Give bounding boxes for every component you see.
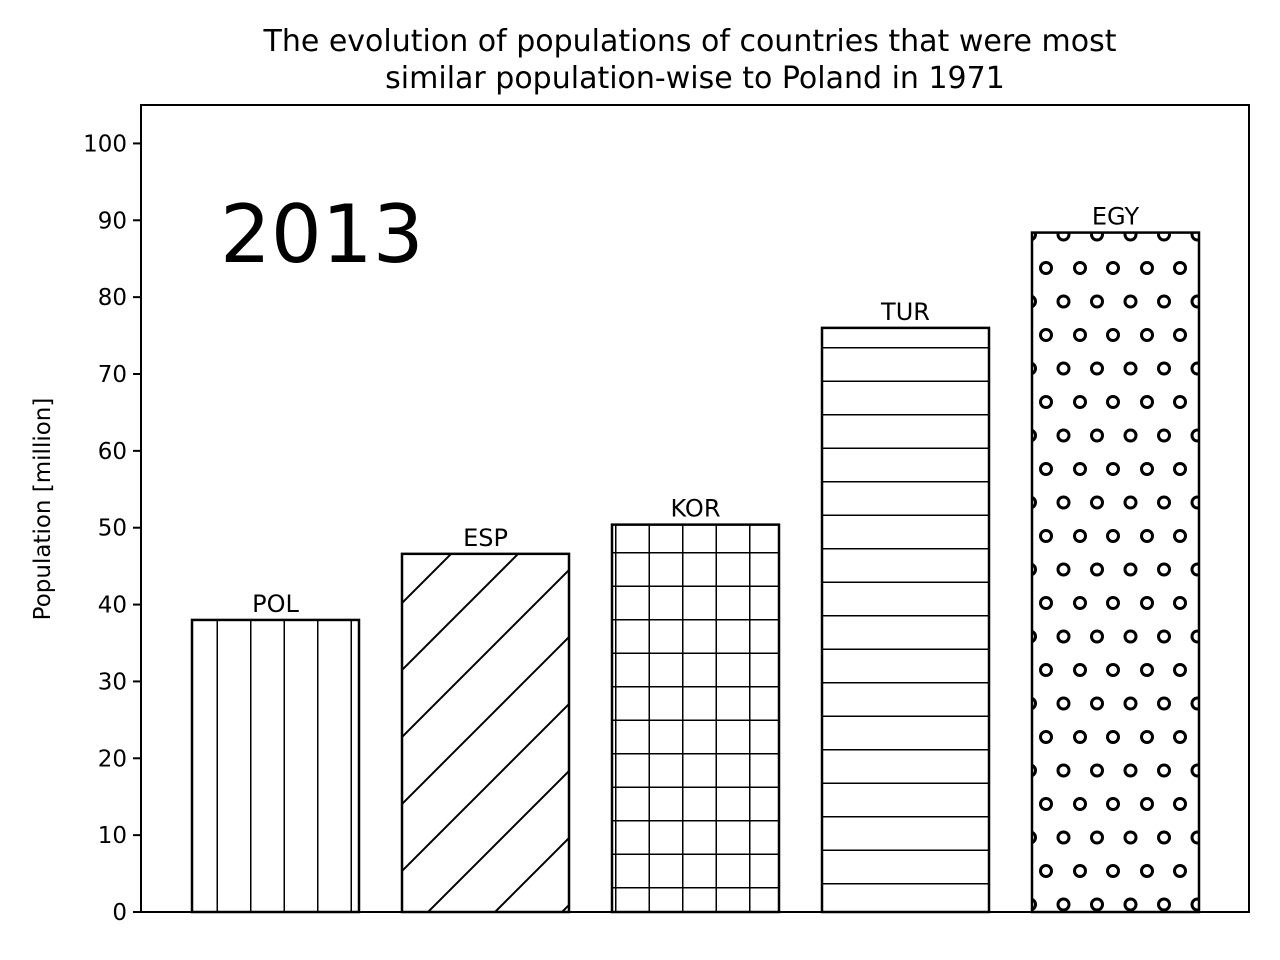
y-axis-label: Population [million]: [30, 398, 56, 621]
y-tick-label: 70: [98, 362, 127, 388]
bar-label-pol: POL: [252, 590, 299, 618]
bar-kor: [610, 523, 781, 914]
y-tick-label: 20: [98, 746, 127, 772]
chart-title-line-1: The evolution of populations of countrie…: [263, 24, 1117, 59]
y-tick-label: 50: [98, 516, 127, 542]
y-tick-label: 60: [98, 439, 127, 465]
bar-tur: [820, 326, 991, 914]
year-label: 2013: [220, 188, 424, 281]
bar-label-kor: KOR: [671, 495, 721, 523]
y-axis-ticks: 0 10 20 30 40 50 60 70 80 90 100: [83, 131, 141, 926]
y-tick-label: 100: [83, 131, 127, 157]
y-tick-label: 40: [98, 593, 127, 619]
bar-esp: [400, 552, 571, 914]
bars: [190, 231, 1201, 914]
bar-label-tur: TUR: [880, 298, 930, 326]
bar-egy: [1030, 231, 1201, 914]
bar-label-egy: EGY: [1092, 203, 1140, 231]
bar-label-esp: ESP: [463, 524, 508, 552]
y-tick-label: 90: [98, 208, 127, 234]
chart-title-line-2: similar population-wise to Poland in 197…: [385, 61, 1005, 96]
y-tick-label: 30: [98, 669, 127, 695]
plot-frame: [140, 104, 1250, 913]
y-tick-label: 0: [112, 900, 127, 926]
bar-pol: [190, 618, 361, 914]
y-tick-label: 80: [98, 285, 127, 311]
y-tick-label: 10: [98, 823, 127, 849]
bar-labels: POL ESP KOR TUR EGY: [252, 203, 1139, 618]
